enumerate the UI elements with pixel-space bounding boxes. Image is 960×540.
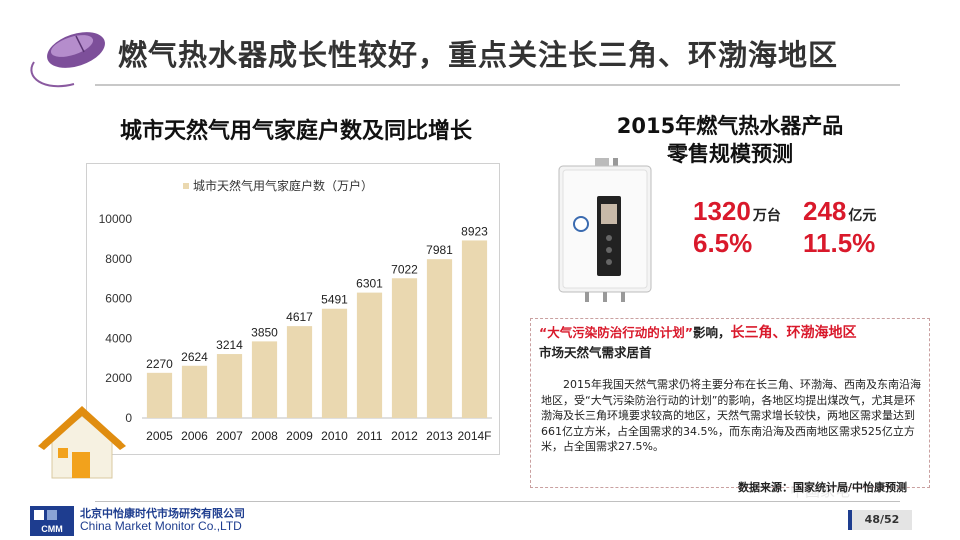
bar-chart-canvas: 城市天然气用气家庭户数（万户） 0 2000 4000 6000 8000 10000 227…: [99, 178, 492, 443]
bar: [426, 259, 453, 418]
water-heater-image: [558, 158, 652, 302]
x-tick-label: 2013: [426, 429, 453, 443]
y-tick-label: 6000: [105, 292, 132, 306]
bar: [461, 240, 488, 418]
bar: [321, 308, 348, 418]
x-tick-label: 2008: [251, 429, 278, 443]
note-body-text: 2015年我国天然气需求仍将主要分布在长三角、环渤海、西南及东南沿海地区，受“大…: [541, 378, 921, 453]
sales-unit: 亿元: [848, 207, 877, 223]
sales-value: 248: [803, 196, 847, 226]
note-regions: 长三角、环渤海地区: [730, 325, 857, 341]
sales-growth: 11.5%: [803, 228, 875, 259]
note-headline-mid: 影响，: [692, 325, 731, 340]
note-policy-quote: “大气污染防治行动的计划”: [539, 325, 693, 340]
y-tick-label: 8000: [105, 252, 132, 266]
page-number: 48/52: [848, 510, 912, 530]
y-tick-label: 0: [125, 411, 132, 425]
data-label: 3214: [216, 338, 243, 352]
bar: [216, 354, 243, 418]
data-label: 6301: [356, 277, 383, 291]
data-label: 8923: [461, 224, 488, 238]
note-box: “大气污染防治行动的计划”影响，长三角、环渤海地区 市场天然气需求居首 2015…: [530, 318, 930, 488]
data-source: 数据来源：国家统计局/中怡康预测: [738, 481, 908, 494]
footer-divider: [95, 501, 900, 502]
y-tick-label: 10000: [99, 212, 133, 226]
slide-title: 燃气热水器成长性较好，重点关注长三角、环渤海地区: [118, 38, 839, 72]
x-tick-label: 2006: [181, 429, 208, 443]
data-label: 7022: [391, 262, 418, 276]
x-tick-label: 2009: [286, 429, 313, 443]
mouse-logo-icon: [30, 32, 105, 88]
sales-growth-value: 11.5%: [803, 228, 876, 258]
svg-text:CMM: CMM: [41, 524, 63, 534]
cmm-logo-icon: CMM: [30, 506, 74, 536]
forecast-heading-line1: 2015年燃气热水器产品: [616, 114, 844, 138]
data-label: 7981: [426, 243, 453, 257]
x-tick-label: 2011: [357, 429, 383, 443]
data-label: 5491: [321, 293, 348, 307]
x-tick-label: 2007: [216, 429, 243, 443]
volume-growth-value: 6.5%: [693, 228, 753, 258]
house-icon: [38, 406, 126, 479]
x-tick-label: 2005: [146, 429, 173, 443]
title-divider: [95, 84, 900, 86]
legend-swatch: [183, 183, 189, 189]
bar: [286, 326, 313, 418]
company-name-cn: 北京中怡康时代市场研究有限公司: [80, 507, 245, 520]
note-headline-tail: 市场天然气需求居首: [539, 345, 652, 360]
chart-heading: 城市天然气用气家庭户数及同比增长: [120, 119, 473, 144]
volume-value: 1320: [693, 196, 751, 226]
bar: [181, 365, 208, 418]
x-tick-label: 2012: [391, 429, 418, 443]
bar-chart: 城市天然气用气家庭户数（万户） 0 2000 4000 6000 8000 10000 227…: [86, 163, 500, 455]
data-label: 4617: [286, 310, 313, 324]
watermark-text: 中国家电: [790, 482, 851, 500]
data-label: 2624: [181, 350, 208, 364]
forecast-heading: 2015年燃气热水器产品 零售规模预测: [570, 112, 890, 168]
bar: [356, 292, 383, 418]
y-tick-label: 2000: [105, 371, 132, 385]
x-tick-label: 2014F: [457, 429, 491, 443]
bar: [251, 341, 278, 418]
company-name-en: China Market Monitor Co.,LTD: [80, 519, 242, 533]
volume-stat: 1320 万台: [693, 196, 781, 227]
volume-growth: 6.5%: [693, 228, 752, 259]
x-tick-label: 2010: [321, 429, 348, 443]
sales-stat: 248 亿元: [803, 196, 876, 227]
note-headline: “大气污染防治行动的计划”影响，长三角、环渤海地区 市场天然气需求居首: [539, 323, 924, 362]
bar: [391, 278, 418, 418]
bar: [146, 372, 173, 418]
data-label: 2270: [146, 357, 173, 371]
volume-unit: 万台: [752, 207, 781, 223]
data-label: 3850: [251, 325, 278, 339]
forecast-heading-line2: 零售规模预测: [667, 142, 793, 166]
legend-label: 城市天然气用气家庭户数（万户）: [193, 178, 373, 193]
y-tick-label: 4000: [105, 331, 132, 345]
